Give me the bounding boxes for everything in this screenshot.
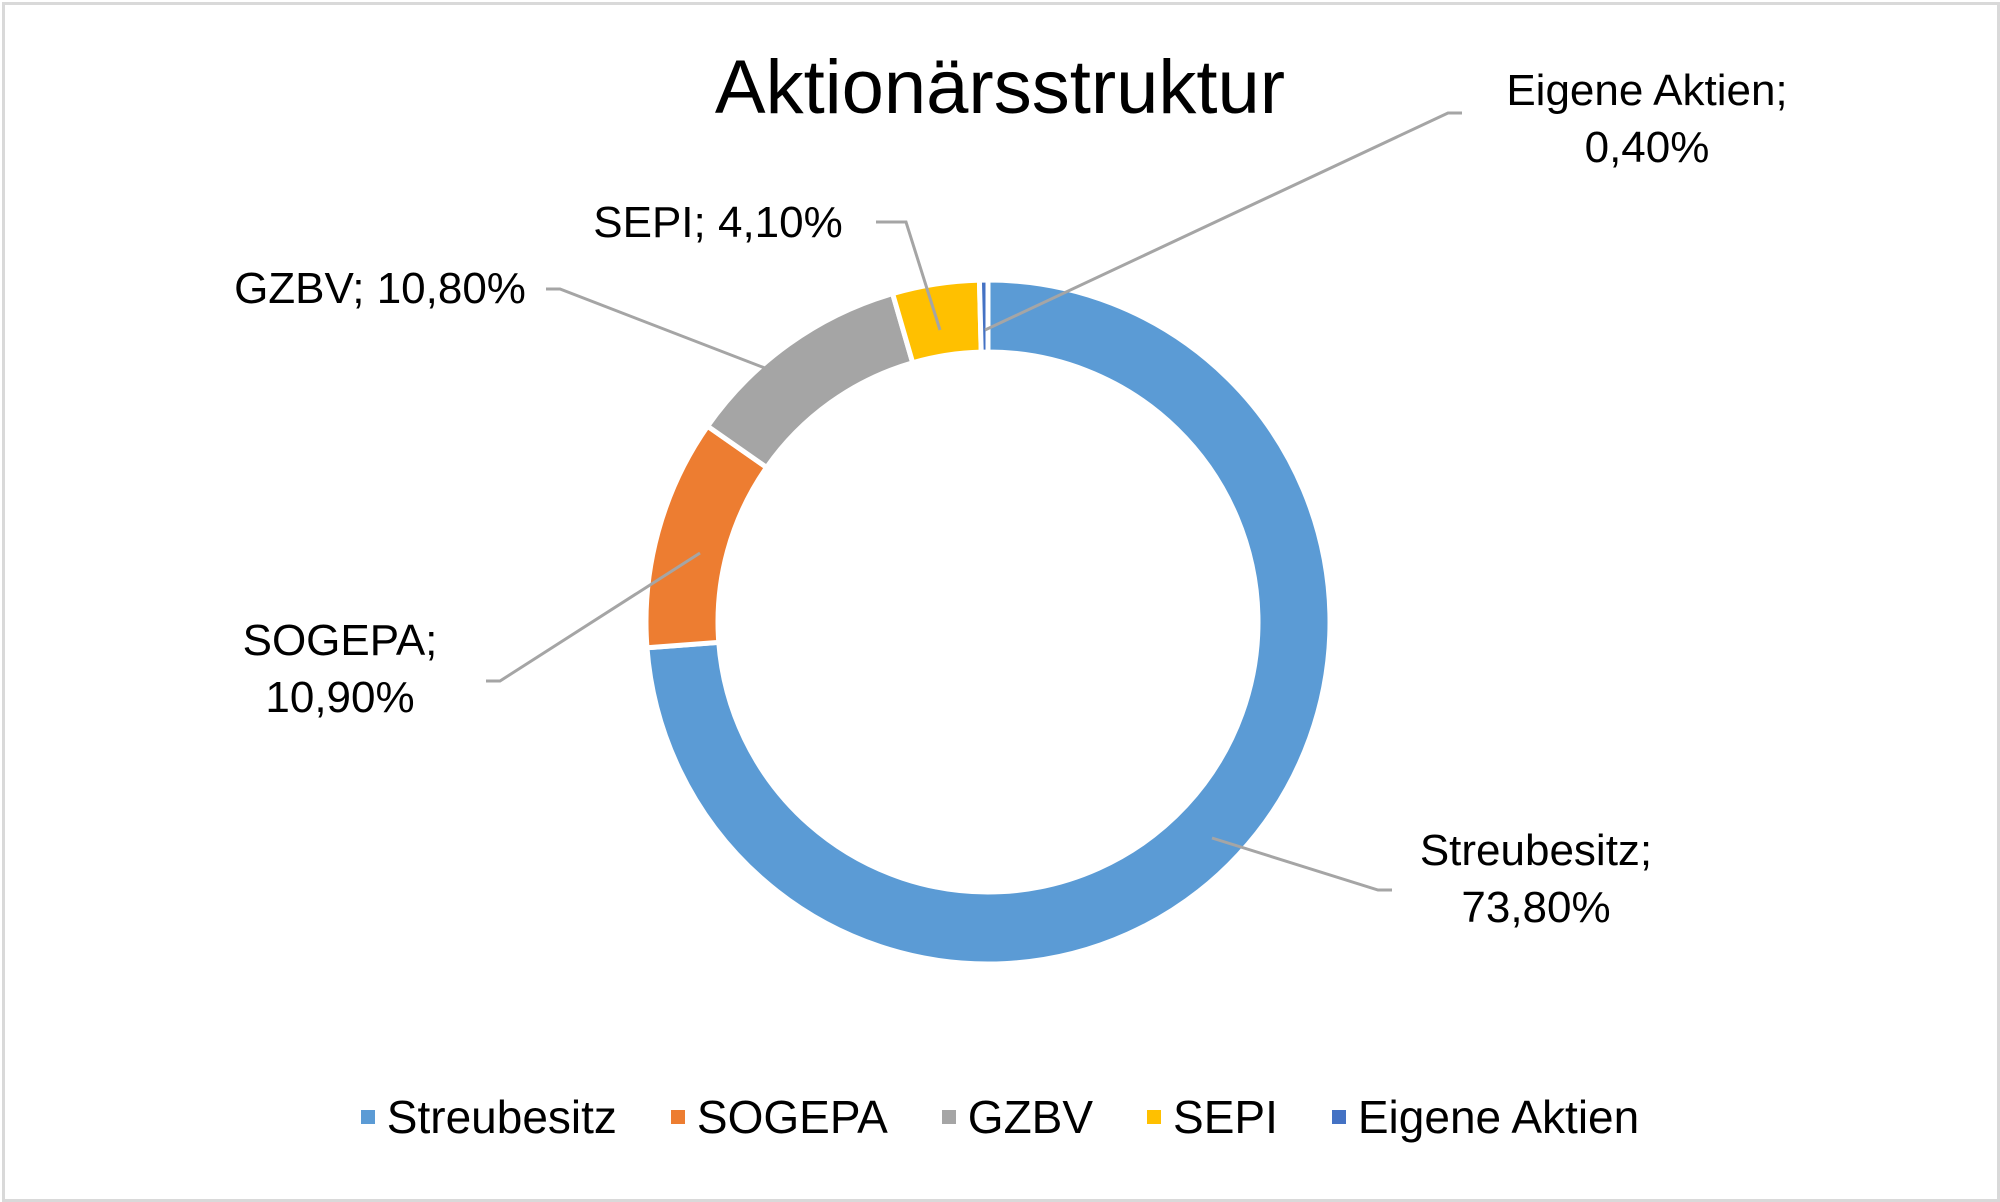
legend-swatch bbox=[1147, 1110, 1162, 1124]
legend-label: Eigene Aktien bbox=[1357, 1091, 1640, 1143]
legend-label: SOGEPA bbox=[696, 1091, 888, 1143]
data-labels: Streubesitz; 73,80% SOGEPA; 10,90% GZBV; 10,… bbox=[234, 66, 1788, 932]
slice-eigene-aktien[interactable] bbox=[976, 277, 991, 355]
legend-swatch bbox=[360, 1110, 375, 1124]
leader-line bbox=[1211, 836, 1392, 892]
data-label: 0,40% bbox=[1585, 123, 1710, 172]
legend: Streubesitz SOGEPA GZBV SEPI Eigene Akti… bbox=[0, 1090, 2000, 1144]
data-label: 10,90% bbox=[265, 673, 414, 722]
legend-label: SEPI bbox=[1173, 1091, 1278, 1143]
leader-line bbox=[486, 551, 701, 683]
legend-swatch bbox=[1331, 1110, 1346, 1124]
donut-slices bbox=[643, 277, 1333, 967]
slice-gzbv[interactable] bbox=[704, 290, 916, 471]
leader-line bbox=[984, 111, 1462, 332]
legend-label: Streubesitz bbox=[386, 1091, 617, 1143]
data-label: SEPI; 4,10% bbox=[593, 198, 842, 247]
leader-line bbox=[546, 287, 771, 372]
legend-item-streubesitz[interactable]: Streubesitz bbox=[360, 1090, 617, 1144]
leader-line bbox=[876, 220, 942, 331]
leader-lines bbox=[486, 111, 1462, 892]
legend-item-eigene-aktien[interactable]: Eigene Aktien bbox=[1331, 1090, 1640, 1144]
data-label: 73,80% bbox=[1461, 883, 1610, 932]
legend-label: GZBV bbox=[967, 1091, 1094, 1143]
data-label: Streubesitz; bbox=[1420, 826, 1652, 875]
chart-title: Aktionärsstruktur bbox=[714, 45, 1286, 130]
data-label: Eigene Aktien; bbox=[1506, 66, 1787, 115]
data-label: GZBV; 10,80% bbox=[234, 264, 526, 313]
legend-item-sepi[interactable]: SEPI bbox=[1147, 1090, 1278, 1144]
legend-item-gzbv[interactable]: GZBV bbox=[941, 1090, 1094, 1144]
legend-swatch bbox=[670, 1110, 685, 1124]
data-label: SOGEPA; bbox=[243, 616, 438, 665]
slice-streubesitz[interactable] bbox=[644, 277, 1333, 967]
legend-item-sogepa[interactable]: SOGEPA bbox=[670, 1090, 888, 1144]
legend-swatch bbox=[941, 1110, 956, 1124]
slice-sogepa[interactable] bbox=[643, 422, 771, 651]
